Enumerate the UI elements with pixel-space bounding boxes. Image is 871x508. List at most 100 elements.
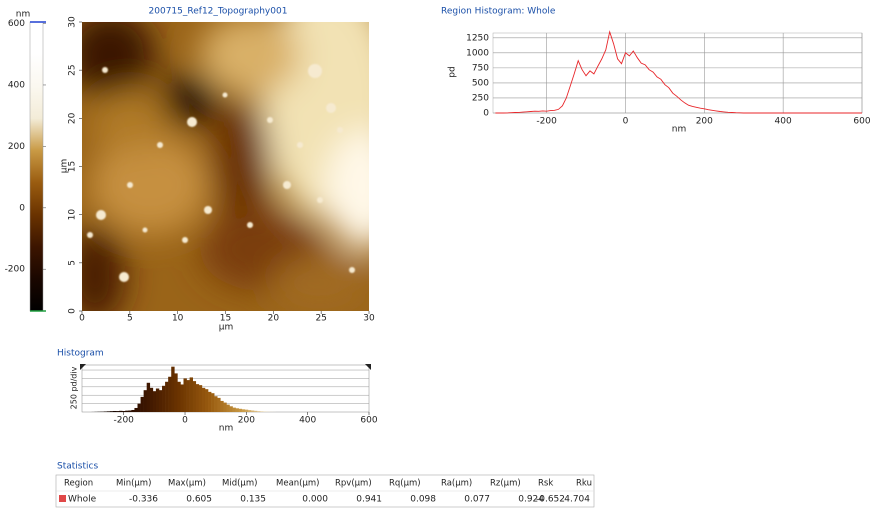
histogram-bar — [165, 382, 168, 412]
histogram-bar — [242, 409, 245, 412]
histogram-bar — [183, 378, 186, 412]
x-tick-label: 200 — [696, 117, 713, 127]
x-tick-label: 600 — [853, 117, 870, 127]
histogram-x-label: nm — [219, 424, 233, 434]
histogram-bar — [211, 393, 214, 412]
histogram-bar — [141, 397, 144, 412]
histogram-bar — [159, 390, 162, 412]
histogram-bar — [251, 410, 254, 412]
image-x-tick-label: 20 — [268, 314, 280, 324]
scale-tick-label: 200 — [8, 142, 25, 152]
histogram-bar — [153, 391, 156, 412]
cell: 0.605 — [186, 495, 212, 505]
image-x-tick-label: 25 — [315, 314, 326, 324]
histogram-bar — [202, 388, 205, 412]
scale-tick-label: 0 — [19, 203, 25, 213]
histogram-bar — [220, 401, 223, 412]
histogram-bar — [150, 388, 153, 412]
column-header: Region — [64, 479, 93, 489]
column-header: Rz(µm) — [490, 479, 521, 489]
histogram-bar — [113, 411, 116, 412]
cell: 0.941 — [356, 495, 382, 505]
y-tick-label: 0 — [483, 109, 489, 119]
screen: nm 200715_Ref12_Topography001 — [0, 0, 871, 508]
cell: -0.336 — [129, 495, 158, 505]
histogram-bar — [128, 410, 131, 412]
histogram-bar — [147, 383, 150, 412]
histogram-bar — [122, 411, 125, 412]
histogram-bar — [116, 411, 119, 412]
scale-unit: nm — [16, 10, 30, 20]
image-x-tick-label: 10 — [172, 314, 184, 324]
scale-tick-label: 600 — [8, 19, 25, 29]
column-header: Max(µm) — [168, 479, 206, 489]
region-histogram-x-label: nm — [672, 125, 686, 135]
histogram-bar — [134, 408, 137, 412]
histogram-bar — [144, 390, 147, 412]
x-tick-label: 400 — [299, 416, 316, 426]
histogram-bar — [236, 408, 239, 412]
column-header: Rku — [576, 479, 592, 489]
histogram-bar — [196, 384, 199, 412]
image-y-tick-label: 10 — [68, 209, 78, 221]
histogram-bar — [104, 411, 107, 412]
column-header: Min(µm) — [116, 479, 151, 489]
histogram-bar — [233, 408, 236, 412]
histogram-bar — [190, 377, 193, 412]
histogram-bar — [110, 411, 113, 412]
histogram-bar — [239, 409, 242, 412]
image-x-tick-label: 30 — [363, 314, 375, 324]
histogram-bar — [254, 411, 257, 412]
image-x-tick-label: 15 — [220, 314, 231, 324]
histogram-bar — [162, 386, 165, 412]
y-tick-label: 1000 — [466, 48, 489, 58]
x-tick-label: 0 — [182, 416, 188, 426]
image-title: 200715_Ref12_Topography001 — [149, 7, 288, 17]
histogram-bar — [177, 382, 180, 412]
histogram-title: Histogram — [57, 349, 104, 359]
cell: 0.000 — [302, 495, 328, 505]
histogram-bar — [131, 410, 134, 412]
histogram-bar — [248, 410, 251, 412]
image-y-tick-label: 5 — [68, 260, 78, 266]
histogram-bar — [226, 405, 229, 412]
histogram-bar — [156, 389, 159, 413]
histogram-bar — [245, 410, 248, 412]
cell: 0.077 — [464, 495, 490, 505]
histogram-bar — [229, 406, 232, 412]
x-tick-label: 200 — [238, 416, 255, 426]
histogram-bar — [107, 411, 110, 412]
color-scale-bar — [30, 22, 43, 311]
histogram-bar — [174, 373, 177, 412]
region-histogram-plot — [493, 33, 862, 113]
image-y-tick-label: 25 — [68, 64, 78, 75]
x-tick-label: 400 — [775, 117, 792, 127]
x-tick-label: -200 — [536, 117, 557, 127]
region-swatch — [59, 495, 66, 502]
histogram-bar — [257, 411, 260, 412]
cell: -0.652 — [536, 495, 565, 505]
cell: 0.135 — [240, 495, 266, 505]
histogram-bar — [125, 411, 128, 412]
y-tick-label: 750 — [472, 63, 489, 73]
column-header: Mid(µm) — [222, 479, 257, 489]
histogram-y-label: 250 pd/div — [70, 366, 79, 409]
histogram-bar — [119, 411, 122, 412]
histogram-bar — [214, 396, 217, 412]
x-tick-label: 600 — [360, 416, 377, 426]
column-header: Rsk — [538, 479, 553, 489]
image-x-tick-label: 0 — [79, 314, 85, 324]
histogram-bar — [187, 380, 190, 412]
histogram-bar — [208, 392, 211, 412]
cell: Whole — [68, 495, 97, 505]
histogram-bar — [260, 411, 263, 412]
region-histogram-y-label: pd — [448, 66, 458, 77]
column-header: Rq(µm) — [389, 479, 421, 489]
y-tick-label: 500 — [472, 78, 489, 88]
histogram-bar — [171, 367, 174, 412]
image-y-tick-label: 15 — [68, 161, 78, 172]
image-x-tick-label: 5 — [127, 314, 133, 324]
cell: 4.704 — [564, 495, 590, 505]
y-tick-label: 250 — [472, 93, 489, 103]
scale-tick-label: -200 — [5, 265, 26, 275]
